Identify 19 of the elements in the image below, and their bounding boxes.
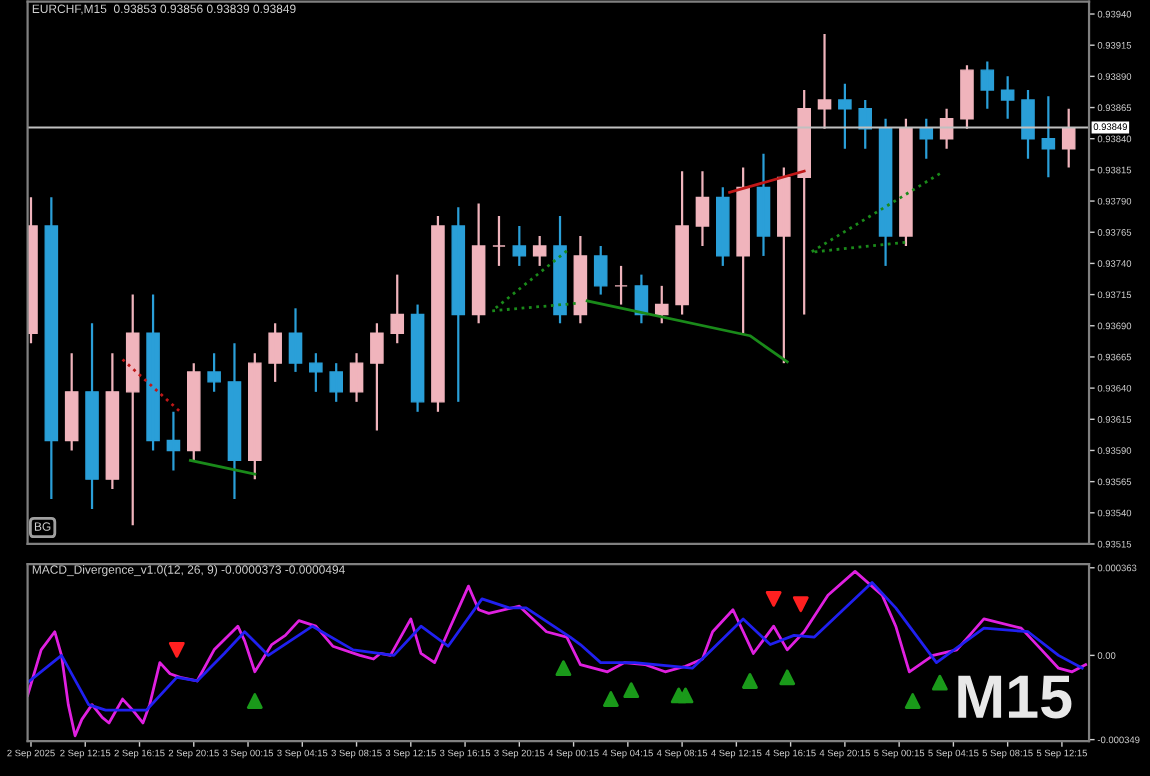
point	[904, 693, 921, 709]
point	[742, 673, 758, 689]
candlestick	[329, 362, 343, 403]
candlestick	[614, 264, 628, 306]
point	[602, 691, 619, 707]
candlestick	[492, 214, 506, 268]
point	[555, 660, 572, 677]
point	[792, 596, 809, 613]
candlestick	[593, 244, 608, 296]
point	[779, 669, 796, 686]
annotation: M15	[958, 675, 1072, 719]
candlestick	[207, 352, 221, 393]
point	[931, 674, 948, 691]
point	[623, 682, 640, 699]
point	[677, 687, 694, 704]
point	[246, 693, 263, 709]
point	[765, 591, 782, 607]
point	[168, 641, 185, 658]
candlestick	[309, 352, 323, 393]
